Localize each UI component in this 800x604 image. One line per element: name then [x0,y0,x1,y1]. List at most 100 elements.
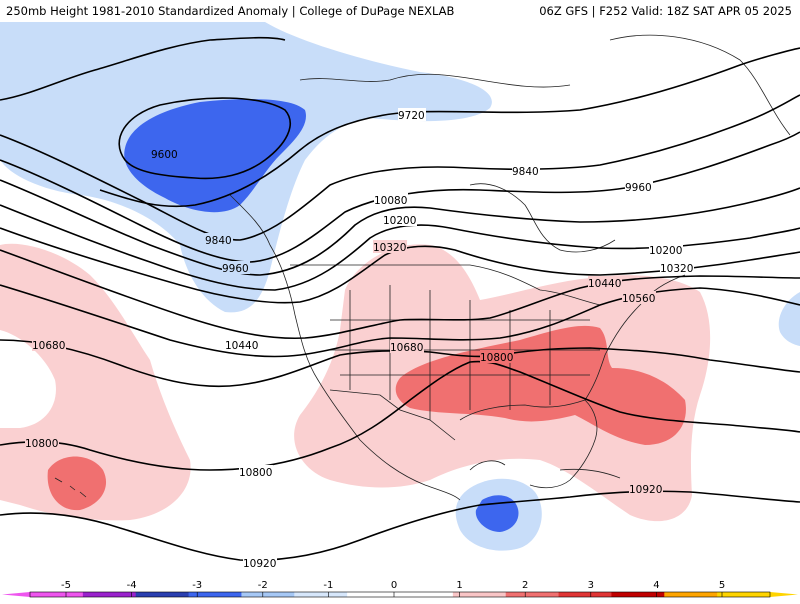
contour-label-bg-10680-b [390,340,424,353]
colorbar-swatch [611,592,665,597]
contour-label-10800-a: 10800 [480,352,513,364]
colorbar-swatch [82,592,137,597]
contour-label-bg-10920-a [629,482,663,495]
contour-label-bg-10560 [622,291,656,304]
contour-label-9840-b: 9840 [205,235,232,247]
contour-label-bg-9960-b [222,261,250,274]
contour-line-10080 [0,179,800,276]
anomaly-red-hawaii [47,456,107,511]
contour-label-10680-b: 10680 [390,342,423,354]
contour-line-9720-a [0,36,286,101]
contour-label-10440-b: 10440 [225,340,258,352]
anomaly-light-blue-east-edge [778,292,800,346]
contour-label-bg-10200-b [649,243,683,256]
contour-label-10920-a: 10920 [629,484,662,496]
colorbar-swatch [294,592,348,597]
contour-label-bg-10440-a [588,276,622,289]
contour-line-10920 [0,490,800,562]
colorbar-tick-label: -5 [61,580,71,591]
coastline-hudson [469,183,616,253]
colorbar-swatch [717,592,771,597]
contour-label-10200-b: 10200 [649,245,682,257]
contour-label-10560: 10560 [622,293,655,305]
contour-label-10800-b: 10800 [25,438,58,450]
colorbar: -5 -4 -3 -2 -1 0 1 2 3 4 5 [0,578,800,600]
colorbar-swatch [558,592,612,597]
header-left-title: 250mb Height 1981-2010 Standardized Anom… [6,4,455,18]
contour-label-bg-10440-b [225,338,259,351]
coastline-pacific [229,194,461,501]
negative-anomaly-shading [0,22,800,551]
contour-label-10200-a: 10200 [383,215,416,227]
contour-line-10200 [0,204,800,291]
contour-label-bg-9960-a [625,180,653,193]
contour-line-10560 [0,284,800,358]
colorbar-tick-label: 0 [391,580,397,591]
contour-line-10320 [0,227,800,304]
colorbar-tick-label: 5 [719,580,725,591]
header-right-title: 06Z GFS | F252 Valid: 18Z SAT APR 05 202… [539,4,792,18]
contour-label-bg-10200-a [383,213,417,226]
contour-line-9840 [0,94,800,241]
contour-label-bg-10680-a [32,338,66,351]
contour-label-bg-9720 [398,108,426,121]
colorbar-swatch [664,592,718,597]
anomaly-white-pacific-hole [0,330,56,428]
coastline-yucatan [469,460,506,471]
colorbar-swatch [188,592,242,597]
colorbar-swatch [347,592,401,597]
contour-label-bg-10080 [374,193,408,206]
colorbar-tick-labels: -5 -4 -3 -2 -1 0 1 2 3 4 5 [61,580,725,597]
coastline-hawaii [54,477,87,498]
contour-label-9840-a: 9840 [512,166,539,178]
colorbar-graphic: -5 -4 -3 -2 -1 0 1 2 3 4 5 [2,580,798,598]
border-us-canada [290,264,601,306]
header-bar: 250mb Height 1981-2010 Standardized Anom… [0,0,800,22]
colorbar-swatch [452,592,507,597]
contour-line-9600 [118,97,291,180]
map-panel[interactable]: 9600 9720 9840 9840 9960 9960 10080 1020… [0,22,800,578]
colorbar-swatch [505,592,560,597]
contour-label-bg-10800-b [25,436,59,449]
contour-line-10800 [0,360,800,471]
colorbar-outline [29,591,771,598]
colorbar-tick-label: 3 [588,580,594,591]
contour-label-10680-a: 10680 [32,340,65,352]
coastline-arctic [299,73,571,88]
contour-label-bg-10320-a [373,240,407,253]
colorbar-right-arrow [770,592,798,597]
contour-label-10440-a: 10440 [588,278,621,290]
coastline-gulf [459,399,598,489]
contour-label-10800-c: 10800 [239,467,272,479]
colorbar-tick-label: -2 [258,580,268,591]
contour-label-10320-b: 10320 [660,263,693,275]
colorbar-tick-label: -3 [192,580,202,591]
contour-label-9960-a: 9960 [625,182,652,194]
anomaly-light-red-pacific [0,243,191,521]
anomaly-blue-alaska [124,99,306,213]
contour-label-bg-10800-a [480,350,514,363]
contour-label-bg-10920-b [243,556,277,569]
colorbar-tick-label: 2 [522,580,528,591]
height-anomaly-map: 9600 9720 9840 9840 9960 9960 10080 1020… [0,22,800,578]
contour-label-10920-b: 10920 [243,558,276,570]
contour-label-10080: 10080 [374,195,407,207]
colorbar-swatch [241,592,295,597]
border-us-mexico [329,389,456,441]
colorbar-tick-label: 4 [653,580,659,591]
colorbar-swatch [400,592,454,597]
colorbar-swatch [135,592,190,597]
contour-label-10320-a: 10320 [373,242,406,254]
contour-label-9600: 9600 [151,149,178,161]
coastline-atlantic [584,274,686,401]
contour-line-10440 [0,249,800,340]
colorbar-swatches [2,591,798,598]
colorbar-tick-label: 1 [456,580,462,591]
colorbar-tick-label: -4 [127,580,137,591]
contour-label-9720: 9720 [398,110,425,122]
contour-label-bg-9840-a [512,164,540,177]
colorbar-swatch [30,592,84,597]
contour-labels: 9600 9720 9840 9840 9960 9960 10080 1020… [25,108,694,570]
contour-label-bg-10320-b [660,261,694,274]
coastline-cuba [559,468,621,479]
